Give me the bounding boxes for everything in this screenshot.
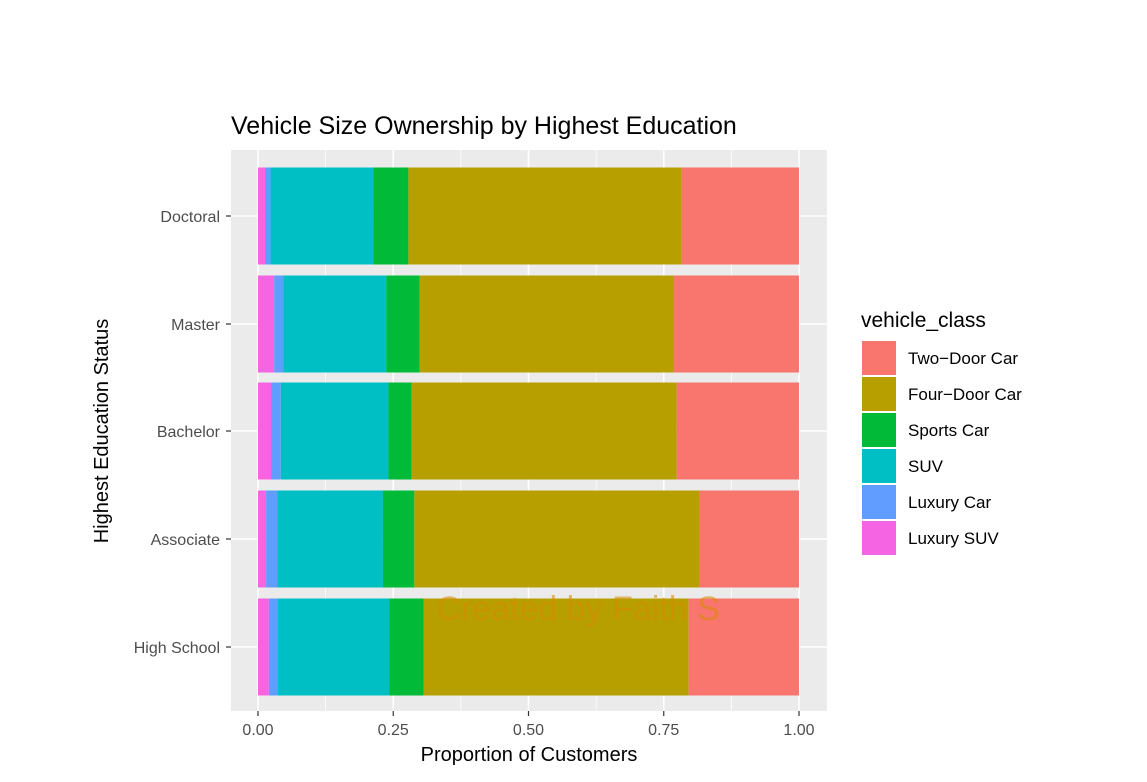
bar-segment bbox=[382, 490, 415, 588]
x-axis: 0.00 0.25 0.50 0.75 1.00 bbox=[242, 711, 815, 739]
legend-swatch bbox=[862, 485, 896, 519]
bar-segment bbox=[411, 382, 677, 480]
bar-segment bbox=[388, 382, 412, 480]
bar-segment bbox=[688, 598, 799, 696]
bar-segment bbox=[274, 275, 284, 373]
x-axis-title: Proportion of Customers bbox=[421, 744, 638, 766]
chart-title: Vehicle Size Ownership by Highest Educat… bbox=[231, 112, 737, 140]
bar-segment bbox=[676, 382, 799, 480]
legend-label: Two−Door Car bbox=[908, 349, 1018, 368]
bar-segment bbox=[681, 167, 799, 265]
bar-segment bbox=[268, 598, 279, 696]
y-axis: Doctoral Master Bachelor Associate High Scho… bbox=[134, 209, 231, 657]
bar-segment bbox=[673, 275, 799, 373]
x-tick-label: 0.25 bbox=[378, 722, 409, 739]
bar-segment bbox=[423, 598, 689, 696]
legend-label: Four−Door Car bbox=[908, 385, 1022, 404]
bar-segment bbox=[270, 382, 281, 480]
legend-swatch bbox=[862, 521, 896, 555]
bar-segment bbox=[278, 598, 390, 696]
bar-segment bbox=[386, 275, 420, 373]
x-tick-label: 0.00 bbox=[242, 722, 273, 739]
legend-swatch bbox=[862, 341, 896, 375]
bar-segment bbox=[258, 275, 275, 373]
bar-segment bbox=[266, 490, 278, 588]
bar-segment bbox=[258, 490, 267, 588]
bar-segment bbox=[699, 490, 799, 588]
bar-segment bbox=[283, 275, 387, 373]
bar-segment bbox=[414, 490, 700, 588]
x-tick-label: 1.00 bbox=[783, 722, 814, 739]
y-tick-label: Doctoral bbox=[160, 209, 220, 226]
bar-segment bbox=[265, 167, 271, 265]
bar-segment bbox=[280, 382, 389, 480]
bar-segment bbox=[258, 167, 266, 265]
bar-segment bbox=[419, 275, 674, 373]
legend-swatch bbox=[862, 377, 896, 411]
legend-title: vehicle_class bbox=[861, 309, 986, 332]
x-tick-label: 0.50 bbox=[513, 722, 544, 739]
legend-label: Luxury Car bbox=[908, 493, 991, 512]
y-tick-label: High School bbox=[134, 640, 220, 657]
legend-label: Luxury SUV bbox=[908, 529, 999, 548]
bar-segment bbox=[389, 598, 424, 696]
y-tick-label: Bachelor bbox=[157, 424, 221, 441]
legend-swatch bbox=[862, 413, 896, 447]
y-tick-label: Associate bbox=[151, 532, 220, 549]
legend-label: SUV bbox=[908, 457, 944, 476]
bar-segment bbox=[373, 167, 409, 265]
legend-label: Sports Car bbox=[908, 421, 990, 440]
bars bbox=[258, 167, 799, 696]
legend-swatch bbox=[862, 449, 896, 483]
watermark-text: Created by Faith S bbox=[436, 590, 719, 628]
bar-segment bbox=[258, 382, 271, 480]
bar-segment bbox=[258, 598, 269, 696]
bar-segment bbox=[408, 167, 682, 265]
bar-segment bbox=[277, 490, 383, 588]
y-axis-title: Highest Education Status bbox=[91, 319, 113, 544]
legend: vehicle_class Two−Door Car Four−Door Car S… bbox=[861, 309, 1022, 555]
bar-segment bbox=[270, 167, 374, 265]
y-tick-label: Master bbox=[171, 317, 221, 334]
x-tick-label: 0.75 bbox=[648, 722, 679, 739]
